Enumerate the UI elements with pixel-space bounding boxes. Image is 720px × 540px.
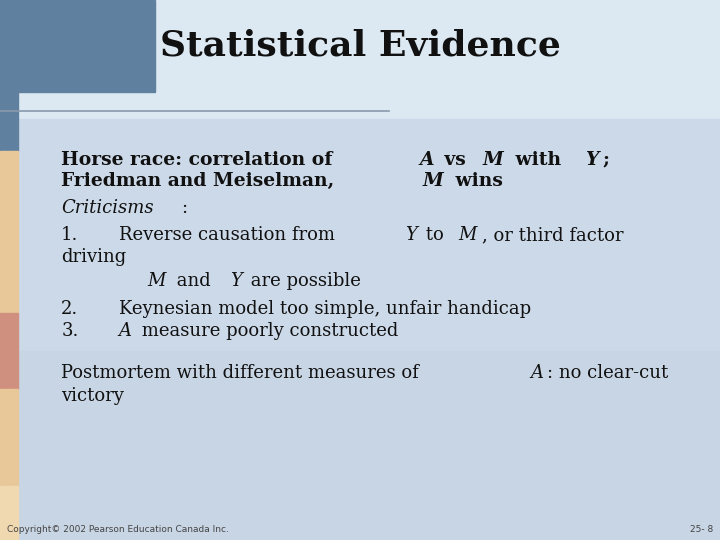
Text: Y: Y [230,272,242,290]
Bar [0,54,18,151]
Bar [0,389,18,486]
Text: , or third factor: , or third factor [482,226,624,244]
Text: Horse race: correlation of: Horse race: correlation of [61,151,339,168]
Bar [0,0,155,92]
Text: victory: victory [61,387,124,404]
Text: ;: ; [603,151,609,168]
Text: are possible: are possible [246,272,361,290]
Text: 1.: 1. [61,226,78,244]
Text: M: M [459,226,477,244]
Text: Postmortem with different measures of: Postmortem with different measures of [61,364,425,382]
Text: vs: vs [438,151,473,168]
Text: A: A [530,364,543,382]
Text: M: M [148,272,166,290]
Text: Statistical Evidence: Statistical Evidence [160,29,560,63]
Text: and: and [171,272,217,290]
Text: Copyright© 2002 Pearson Education Canada Inc.: Copyright© 2002 Pearson Education Canada… [7,524,229,534]
Text: Y: Y [585,151,598,168]
Text: wins: wins [449,172,503,190]
Text: measure poorly constructed: measure poorly constructed [135,322,398,340]
Bar [0,119,720,351]
Bar [0,486,18,540]
Text: M: M [482,151,503,168]
Text: :: : [181,199,187,217]
Text: Keynesian model too simple, unfair handicap: Keynesian model too simple, unfair handi… [119,300,531,318]
Text: A: A [119,322,132,340]
Text: Y: Y [405,226,417,244]
Text: Friedman and Meiselman,: Friedman and Meiselman, [61,172,341,190]
Text: 3.: 3. [61,322,78,340]
Bar [0,151,18,313]
Text: with: with [510,151,568,168]
Text: 25- 8: 25- 8 [690,524,713,534]
Text: to: to [420,226,450,244]
Bar [0,0,720,119]
Bar [0,313,18,389]
Text: : no clear-cut: : no clear-cut [547,364,668,382]
Text: driving: driving [61,248,127,266]
Text: Reverse causation from: Reverse causation from [119,226,341,244]
Text: Criticisms: Criticisms [61,199,154,217]
Text: 2.: 2. [61,300,78,318]
Bar [0,351,720,540]
Text: A: A [420,151,434,168]
Text: M: M [422,172,443,190]
